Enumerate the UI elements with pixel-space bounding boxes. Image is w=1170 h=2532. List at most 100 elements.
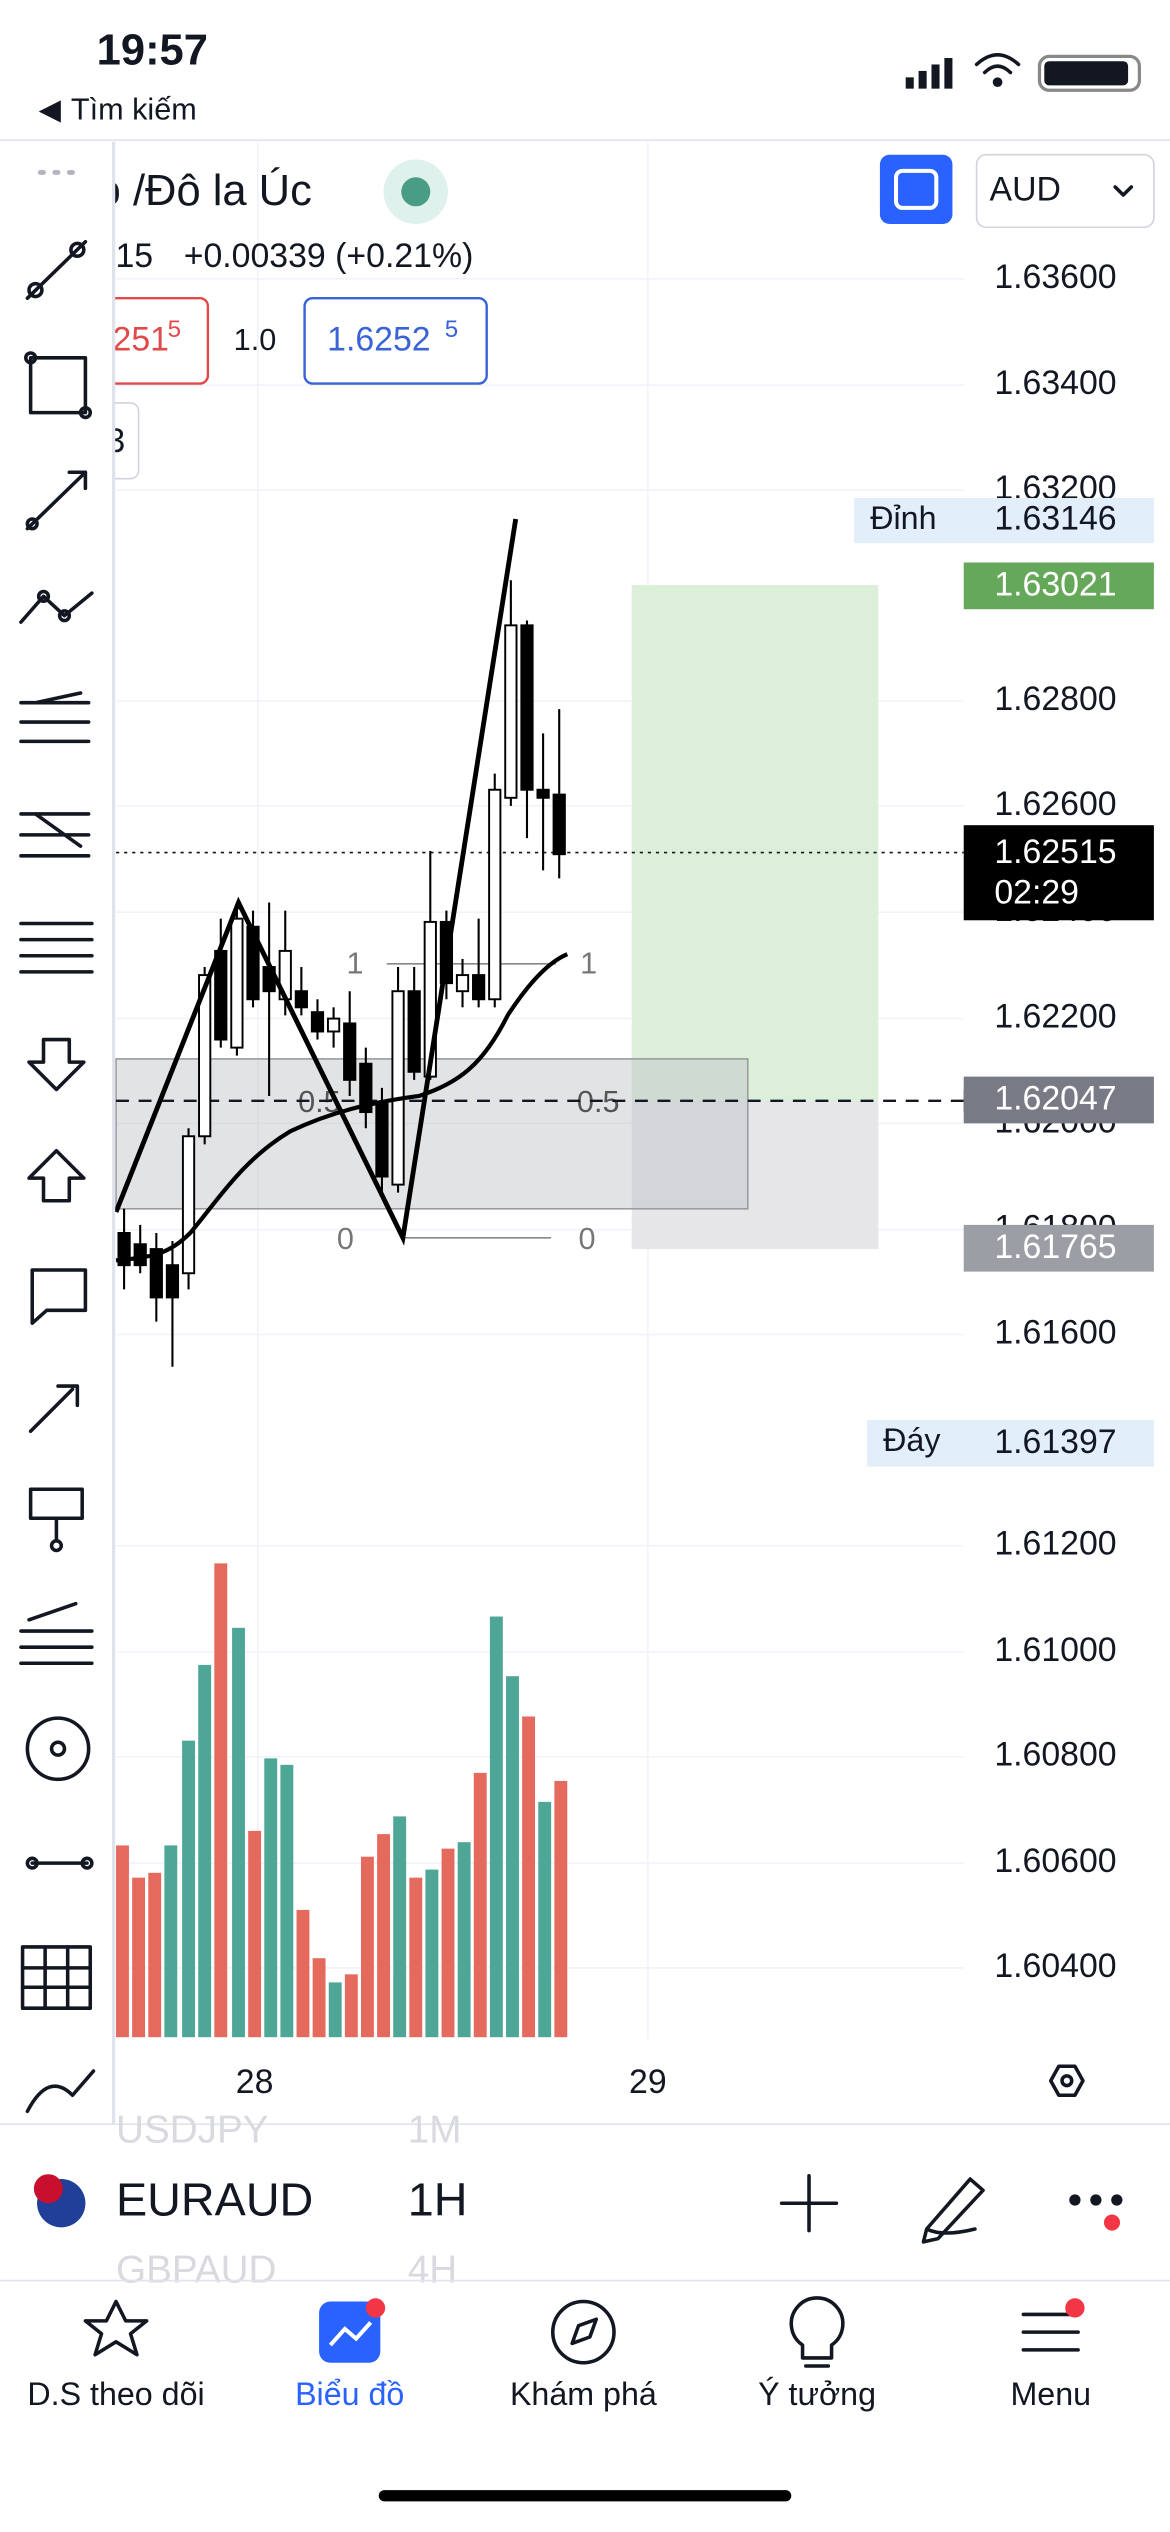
price-label: 1.61600 (994, 1313, 1116, 1351)
candle-body (407, 990, 421, 1073)
volume-bar (232, 1627, 245, 2038)
ghost-interval: 1M (408, 2109, 462, 2152)
volume-bar (312, 1958, 326, 2038)
toolbar-icons[interactable] (19, 170, 96, 2114)
tab-icon[interactable] (789, 2296, 845, 2368)
fullscreen-button[interactable] (879, 154, 953, 225)
price-label: 1.63400 (994, 364, 1116, 402)
tab-icon-line (328, 2321, 373, 2347)
battery-level (1044, 61, 1129, 86)
settings-icon[interactable] (1048, 2064, 1085, 2097)
volume-bar (409, 1877, 423, 2038)
fib-label: 1 (580, 947, 597, 981)
candle-body (488, 788, 502, 1001)
volume-bar (296, 1909, 310, 2038)
volume-bar (198, 1664, 212, 2038)
stop-tag (963, 1224, 1154, 1272)
candle-body (343, 1022, 357, 1081)
ghost-symbol: USDJPY (116, 2109, 269, 2152)
candle-body (230, 917, 244, 1049)
symbol[interactable]: EURAUD (116, 2174, 313, 2226)
candle-body (552, 793, 566, 856)
price-label: 1.61200 (994, 1525, 1116, 1563)
more-button[interactable] (1069, 2194, 1123, 2231)
fib-label: 0.5 (577, 1085, 620, 1119)
interval[interactable]: 1H (408, 2174, 468, 2226)
target-price: 1.63021 (994, 566, 1116, 604)
ghost-interval: 4H (408, 2249, 457, 2292)
candle-body (214, 949, 228, 1041)
tab-label[interactable]: D.S theo dõi (27, 2376, 204, 2412)
volume-bar (522, 1716, 536, 2038)
draw-button[interactable] (921, 2177, 985, 2244)
price-label: 1.60400 (994, 1947, 1116, 1985)
wifi (974, 53, 1021, 75)
toolbar (0, 141, 113, 2125)
buy-price: 1.6252 (327, 321, 430, 359)
candle-body (504, 624, 518, 799)
moving-average (115, 952, 569, 1263)
back-arrow[interactable]: ◀ (39, 94, 62, 126)
volume-bar (489, 1616, 503, 2038)
buy-button[interactable] (303, 296, 488, 385)
price-label: 1.62600 (994, 785, 1116, 823)
candle-body (391, 990, 405, 1186)
low-tag (867, 1419, 1154, 1467)
spread: 1.0 (234, 323, 277, 357)
price-label: 1.63600 (994, 258, 1116, 296)
market-open-dot (401, 177, 431, 207)
volume-bar (328, 1982, 342, 2038)
high-label: Đỉnh (870, 500, 936, 536)
add-button[interactable] (779, 2174, 839, 2233)
tab-icon-needle (570, 2317, 599, 2346)
clock: 19:57 (97, 27, 208, 75)
volume-bar (344, 1974, 358, 2038)
volume-bar (425, 1869, 439, 2038)
candle-body (536, 788, 550, 799)
tab-label[interactable]: Menu (1010, 2376, 1091, 2412)
volume-bar (214, 1563, 228, 2038)
fib-label: 0 (337, 1222, 354, 1256)
volume-bar (148, 1872, 162, 2038)
last-tag (963, 825, 1154, 921)
volume-bar (441, 1848, 455, 2038)
fib-label: 0 (579, 1222, 596, 1256)
candle-body (472, 974, 486, 1001)
price-label: 1.60800 (994, 1736, 1116, 1774)
target-tag (963, 562, 1154, 610)
volume-bar (506, 1676, 519, 2038)
tab-icon[interactable] (83, 2299, 149, 2357)
target-zone (631, 585, 879, 1101)
currency-select[interactable] (975, 153, 1155, 229)
back-link[interactable]: Tìm kiếm (71, 92, 197, 126)
volume-bar (457, 1842, 471, 2038)
sell-pip: 5 (168, 316, 181, 343)
volume-bar (132, 1877, 146, 2038)
price-label: 1.61000 (994, 1631, 1116, 1669)
fib-label: 1 (346, 947, 363, 981)
tab-label[interactable]: Khám phá (510, 2376, 657, 2412)
candle-body (326, 1017, 341, 1033)
volume-bar (248, 1830, 262, 2038)
volume-bar (280, 1764, 294, 2038)
ghost-symbol: GBPAUD (116, 2249, 276, 2292)
high-price: 1.63146 (994, 500, 1116, 538)
signal (905, 58, 953, 89)
tab-label[interactable]: Ý tưởng (758, 2376, 876, 2412)
candle-body (375, 1103, 389, 1178)
candle-body (520, 624, 534, 791)
home-indicator (378, 2490, 792, 2502)
candle-body (149, 1248, 163, 1299)
candle-body (455, 974, 470, 993)
stop-zone (631, 1100, 879, 1250)
countdown: 02:29 (994, 873, 1079, 911)
volume-bar (393, 1816, 407, 2038)
tab-label[interactable]: Biểu đồ (295, 2376, 404, 2412)
candle-body (133, 1243, 147, 1267)
fullscreen-icon (894, 168, 939, 210)
tab-icon[interactable] (550, 2299, 616, 2365)
dropdown-caret (1113, 185, 1134, 197)
price-label: 1.60600 (994, 1842, 1116, 1880)
